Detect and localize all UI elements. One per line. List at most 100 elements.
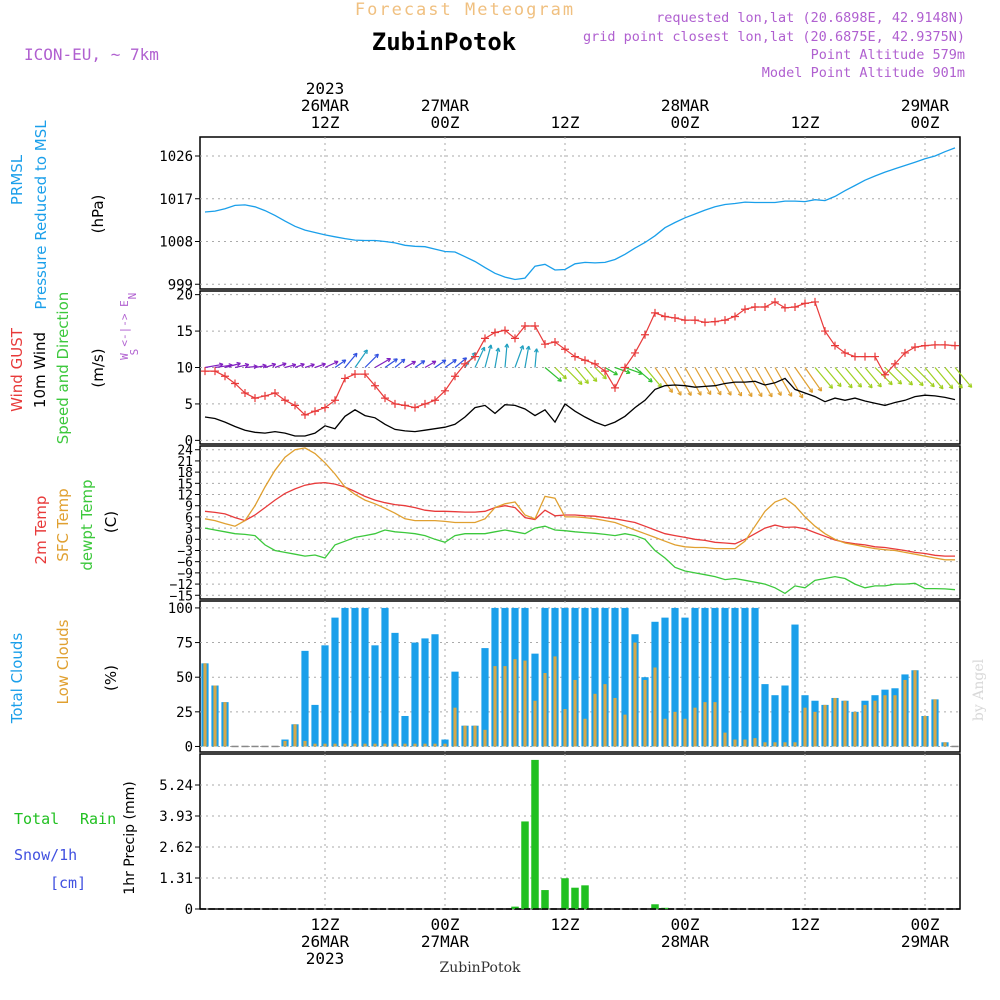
wind-arrow-head (625, 369, 631, 375)
total-cloud-bar (691, 607, 699, 747)
wind-arrow-head (420, 360, 426, 365)
wind-arrow-head (487, 344, 493, 349)
temperature-ytick-label: −9 (177, 567, 193, 582)
temperature-ytick-label: 3 (185, 522, 193, 537)
wind-arrow-head (687, 391, 692, 397)
wind-arrow-head (798, 393, 804, 399)
wind-arrow (914, 367, 935, 388)
wind-arrow (274, 362, 287, 369)
wind-arrow-head (777, 391, 782, 397)
low-cloud-bar (683, 718, 687, 747)
wind-arrow-head (584, 379, 589, 384)
temperature-ytick-label: 24 (177, 444, 193, 459)
footer-station: ZubinPotok (439, 960, 521, 976)
wind-gust-point (911, 343, 919, 352)
wind-gust-point (561, 345, 569, 354)
wind-gust-point (441, 386, 449, 395)
wind-arrow-head (808, 388, 814, 393)
wind-arrow (434, 359, 447, 368)
wind-gust-point (571, 352, 579, 361)
wind-arrow-head (400, 358, 406, 364)
precip-bar (561, 878, 569, 909)
wind-arrow (424, 360, 437, 369)
total-cloud-bar (591, 607, 599, 747)
wind-arrow (304, 363, 315, 369)
wind-gust-point (691, 316, 699, 325)
clouds-unit: (%) (102, 665, 120, 691)
wind-arrow (944, 367, 963, 389)
temp-line-dewpt-temp (204, 525, 956, 595)
wind-arrow-head (386, 357, 392, 363)
low-cloud-bar (463, 725, 467, 747)
wind-gust-point (481, 334, 489, 343)
total-cloud-bar (771, 695, 779, 747)
low-cloud-bar (823, 704, 827, 747)
low-cloud-bar (693, 707, 697, 747)
model-altitude: Model Point Altitude 901m (762, 65, 965, 81)
closest-coords: grid point closest lon,lat (20.6875E, 42… (583, 29, 965, 45)
wind-arrow (344, 352, 358, 368)
wind-arrow-head (908, 380, 913, 386)
wind-arrow-head (271, 362, 277, 368)
wind-arrow (224, 362, 241, 369)
temperature-ytick-label: 21 (177, 455, 193, 470)
bottom-time-label: 12Z (311, 915, 340, 934)
wind-arrow-head (828, 384, 834, 389)
temperature-ytick-label: 6 (185, 511, 193, 526)
wind-gust-point (871, 352, 879, 361)
wind-arrow (694, 367, 712, 395)
total-cloud-bar (791, 624, 799, 747)
temperature-ytick-label: 18 (177, 466, 193, 481)
wind-arrow (474, 346, 486, 368)
low-cloud-bar (803, 707, 807, 747)
wind-arrow-head (758, 392, 763, 398)
wind-arrow (674, 367, 692, 396)
wind-arrow-head (236, 361, 241, 367)
wind-ytick-label: 20 (176, 288, 193, 304)
wind-gust-point (241, 389, 249, 397)
wind-gust-point (671, 313, 679, 322)
wind-gust-point (631, 348, 639, 357)
wind-arrow-head (717, 390, 722, 396)
bottom-time-label: 00Z (671, 915, 700, 934)
wind-arrow (284, 364, 296, 369)
wind-arrow (524, 345, 530, 368)
wind-arrow-head (857, 383, 863, 388)
wind-arrow (254, 364, 267, 369)
bottom-time-label: 29MAR (901, 932, 950, 951)
wind-arrow (244, 365, 258, 369)
low-cloud-bar (713, 702, 717, 747)
bottom-time-label: 12Z (791, 915, 820, 934)
wind-gust-point (361, 370, 369, 379)
wind-arrow-head (787, 392, 793, 397)
temperature-ytick-label: −6 (177, 556, 193, 571)
pressure-ytick-label: 1017 (159, 192, 193, 208)
temp-dewpt-label: dewpt Temp (78, 479, 96, 570)
wind-arrow-head (291, 363, 297, 368)
wind-gust-point (371, 381, 379, 390)
wind-arrow (714, 367, 732, 396)
wind-gust-point (451, 372, 459, 381)
wind-gust-point (391, 399, 399, 408)
low-cloud-bar (593, 693, 597, 747)
temp-line-sfc-temp (204, 447, 955, 561)
total-cloud-bar (681, 617, 689, 747)
low-cloud-bar (733, 739, 737, 747)
station-title: ZubinPotok (372, 28, 517, 56)
total-cloud-bar (671, 607, 679, 747)
wind-gust-point (401, 401, 409, 410)
temp-2m-label: 2m Temp (32, 496, 50, 565)
wind-arrow-head (244, 362, 250, 368)
low-cloud-bar (663, 718, 667, 747)
total-cloud-bar (381, 607, 389, 747)
top-time-label: 29MAR (901, 96, 950, 115)
low-cloud-bar (473, 725, 477, 747)
wind-gust-point (711, 317, 719, 326)
wind-arrow-head (363, 349, 368, 354)
wind-arrow (704, 367, 722, 396)
wind-arrow (264, 363, 276, 369)
total-cloud-bar (721, 607, 729, 747)
wind-arrow (834, 367, 853, 389)
wind-arrow (844, 367, 862, 388)
low-cloud-bar (203, 663, 207, 747)
